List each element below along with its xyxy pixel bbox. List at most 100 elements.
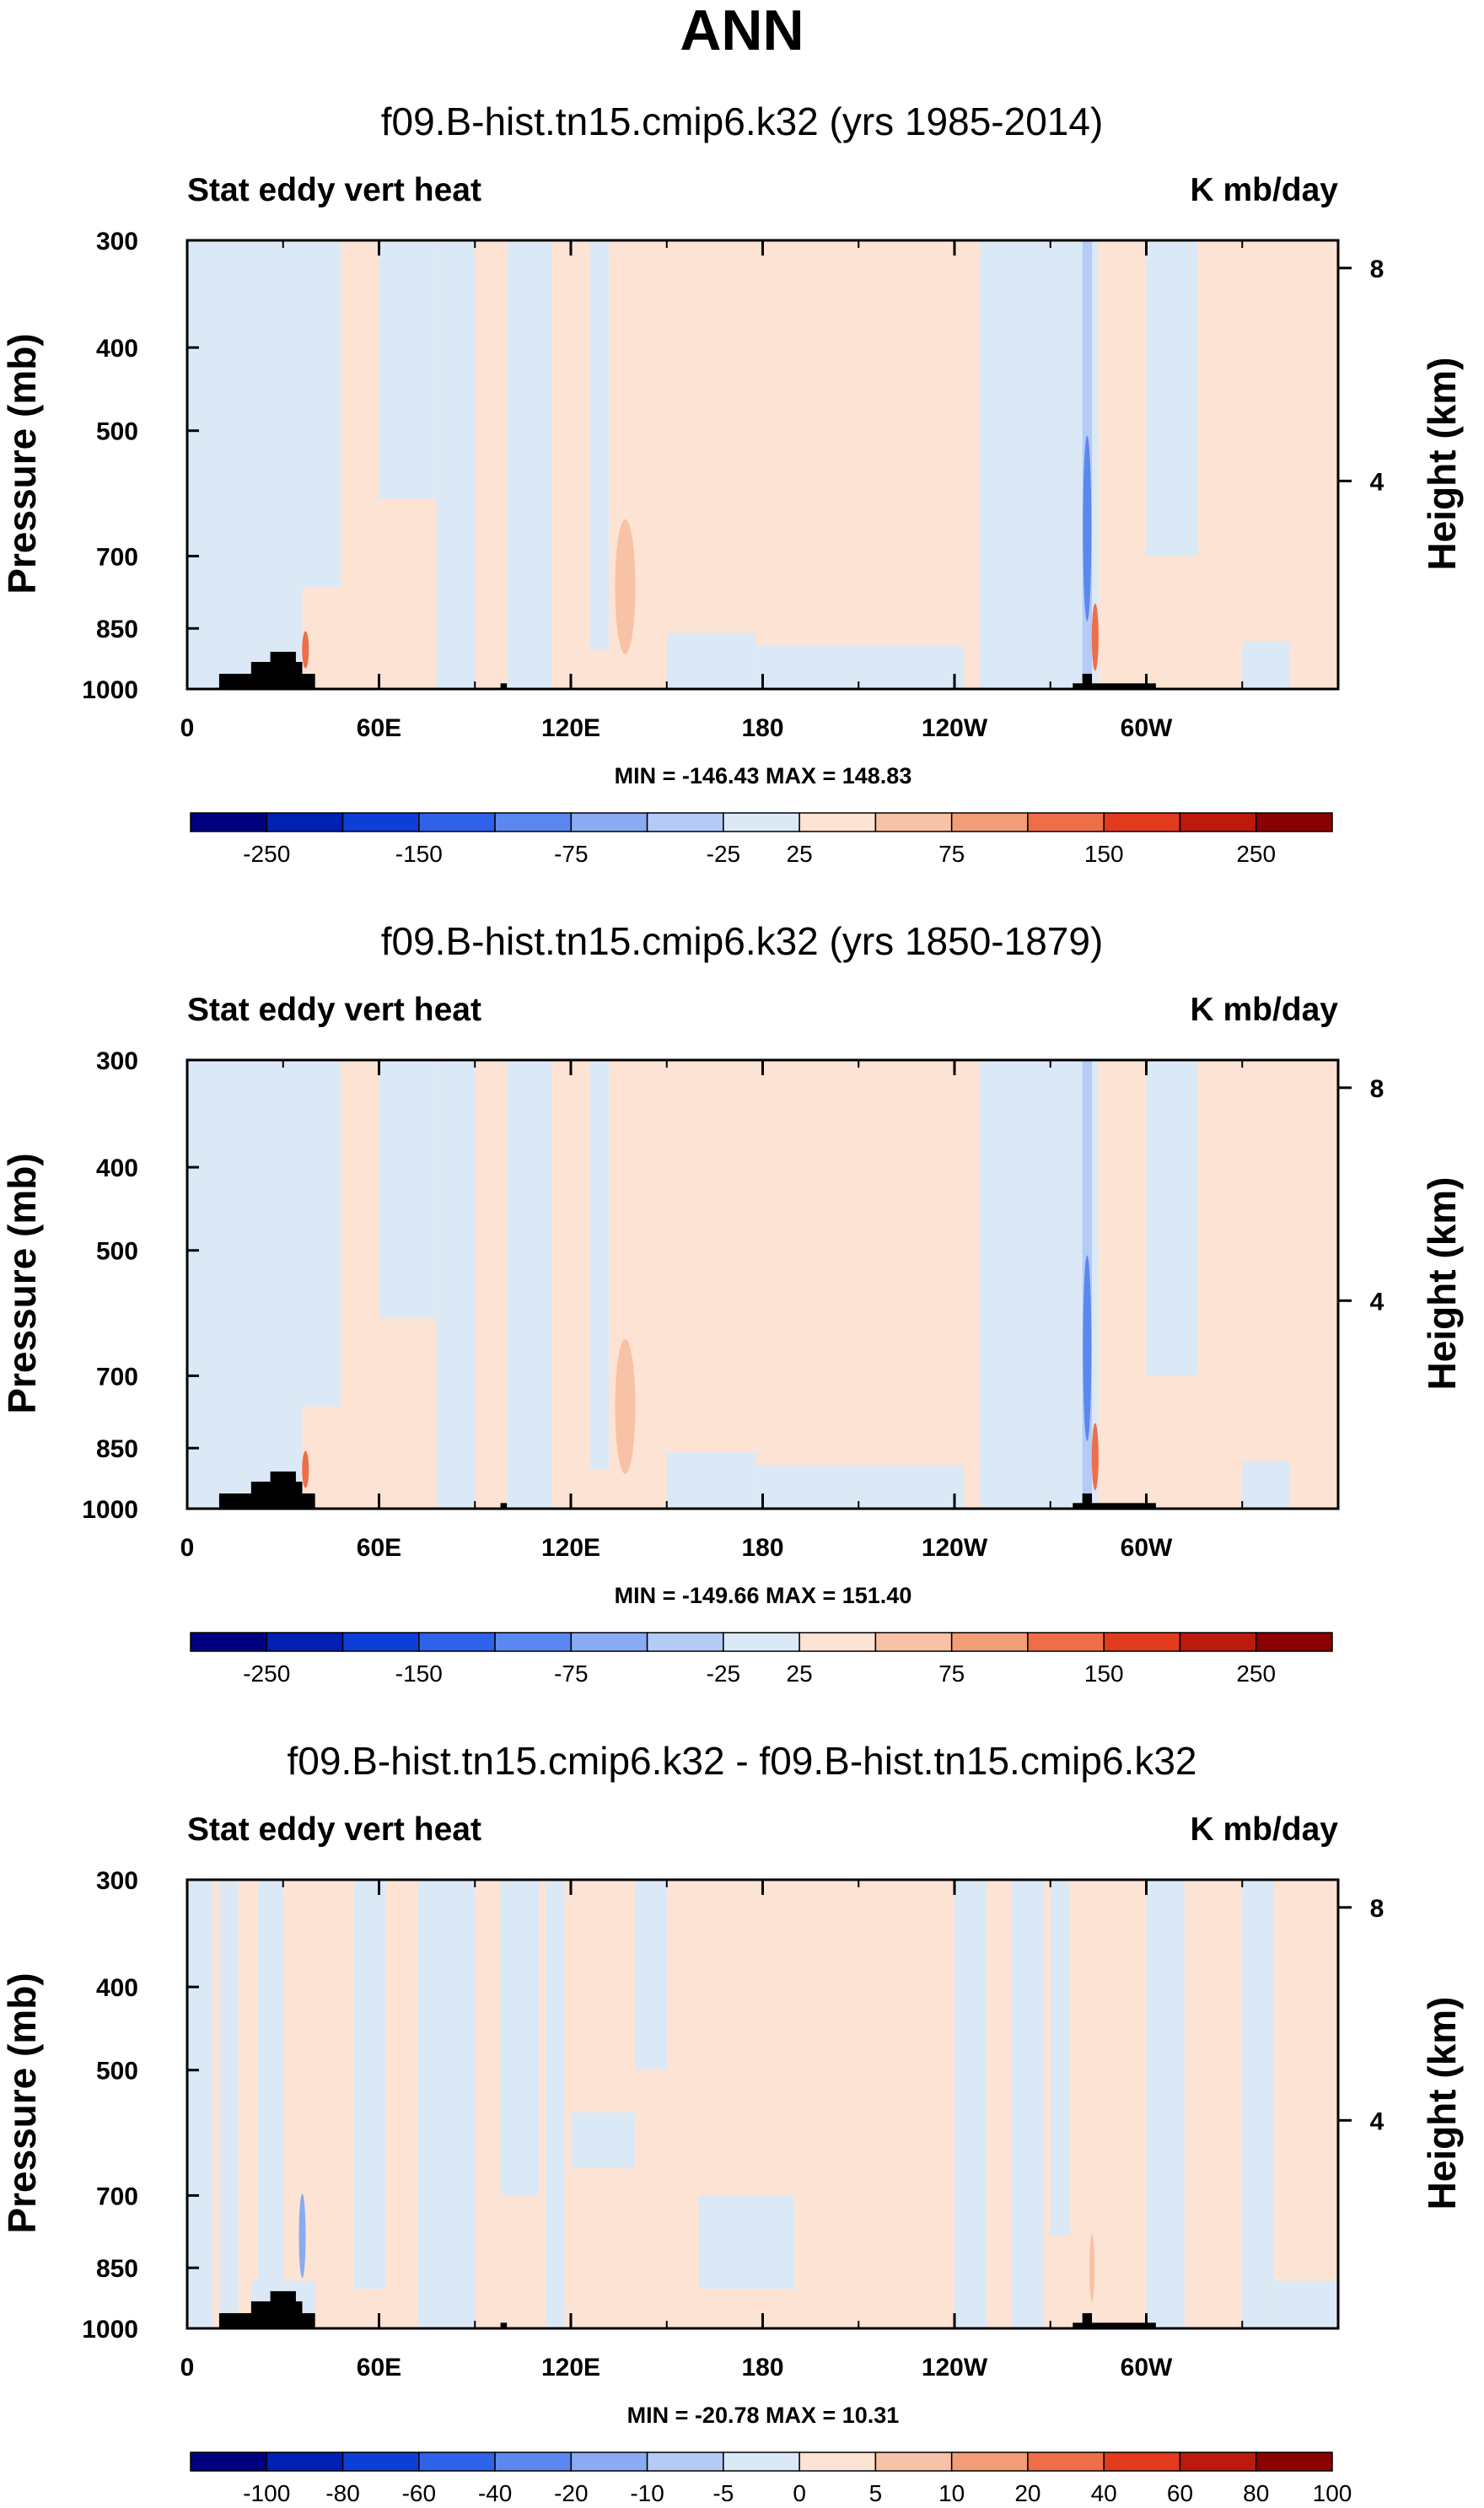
contour-field <box>187 1060 1338 1509</box>
right-tick-label: 4 <box>1370 1288 1385 1316</box>
x-tick-label: 60W <box>1121 2354 1173 2382</box>
negative-region <box>302 240 341 587</box>
contour-field <box>187 1880 1338 2328</box>
topography <box>1082 1493 1093 1509</box>
units-label: K mb/day <box>1190 992 1338 1028</box>
colorbar-label: 75 <box>938 1660 965 1687</box>
colorbar-box <box>418 1632 496 1652</box>
colorbar-box <box>418 2451 496 2472</box>
negative-region <box>589 240 610 650</box>
colorbar-label: -150 <box>395 841 443 867</box>
colorbar-box <box>798 2451 877 2472</box>
negative-region <box>187 1880 213 2328</box>
colorbar-box <box>1027 812 1105 832</box>
colorbar-box <box>494 812 573 832</box>
variable-label: Stat eddy vert heat <box>187 992 481 1028</box>
negative-region <box>666 1452 756 1509</box>
negative-region <box>755 1465 965 1509</box>
negative-region <box>1242 1461 1291 1509</box>
variable-label: Stat eddy vert heat <box>187 1811 481 1848</box>
x-tick-label: 120E <box>541 1534 600 1562</box>
y-tick-label: 850 <box>96 616 138 643</box>
colorbar-box <box>1179 2451 1257 2472</box>
y-tick-label: 500 <box>96 2058 138 2086</box>
topography <box>1073 2322 1156 2328</box>
negative-region <box>417 1880 476 2328</box>
x-tick-label: 120W <box>922 2354 988 2382</box>
main-title: ANN <box>680 0 804 62</box>
colorbar-box <box>266 1632 344 1652</box>
panel-title: f09.B-hist.tn15.cmip6.k32 (yrs 1985-2014… <box>381 100 1104 143</box>
colorbar-label: -60 <box>402 2480 436 2506</box>
x-tick-label: 180 <box>741 1534 783 1562</box>
right-tick-label: 8 <box>1370 1895 1385 1923</box>
topography <box>500 1503 508 1509</box>
colorbar-label: 20 <box>1014 2480 1040 2506</box>
colorbar-label: 25 <box>787 1660 813 1687</box>
y-tick-label: 700 <box>96 543 138 571</box>
colorbar-box <box>723 2451 800 2472</box>
panel-2: f09.B-hist.tn15.cmip6.k32 (yrs 1850-1879… <box>0 919 1464 1687</box>
colorbar-label: 0 <box>793 2480 806 2506</box>
negative-region <box>218 1880 239 2328</box>
colorbar-label: -20 <box>554 2480 588 2506</box>
colorbar-label: -150 <box>395 1660 443 1687</box>
x-tick-label: 120E <box>541 714 600 742</box>
colorbar-box <box>798 812 877 832</box>
x-tick-label: 180 <box>741 714 783 742</box>
colorbar-box <box>1103 2451 1181 2472</box>
negative-region <box>379 1060 437 1319</box>
negative-region <box>500 1880 540 2196</box>
colorbar-box <box>646 2451 724 2472</box>
colorbar-box <box>874 1632 953 1652</box>
colorbar-box <box>341 812 420 832</box>
right-tick-label: 8 <box>1370 256 1385 283</box>
colorbar-box <box>646 1632 724 1652</box>
colorbar-box <box>723 1632 800 1652</box>
colorbar-label: -100 <box>243 2480 290 2506</box>
topography <box>500 683 508 689</box>
colorbar-box <box>646 812 724 832</box>
colorbar-label: -75 <box>554 841 588 867</box>
colorbar-label: 100 <box>1313 2480 1352 2506</box>
negative-region <box>507 1060 552 1509</box>
colorbar-label: 150 <box>1084 1660 1124 1687</box>
topography <box>1082 2312 1093 2328</box>
right-axis-label: Height (km) <box>1420 1997 1464 2210</box>
colorbar-box <box>1179 1632 1257 1652</box>
negative-region <box>666 632 756 689</box>
colorbar-label: -75 <box>554 1660 588 1687</box>
y-tick-label: 400 <box>96 335 138 363</box>
y-tick-label: 300 <box>96 1867 138 1895</box>
colorbar-box <box>190 812 268 832</box>
negative-region <box>507 240 552 689</box>
x-tick-label: 120W <box>922 714 988 742</box>
y-axis-label: Pressure (mb) <box>0 333 44 594</box>
y-tick-label: 1000 <box>82 676 138 704</box>
positive-core <box>1089 2234 1095 2302</box>
y-tick-label: 1000 <box>82 2316 138 2344</box>
negative-region <box>698 2195 795 2290</box>
negative-region <box>436 1060 476 1509</box>
negative-region <box>1274 2280 1338 2328</box>
contour-field <box>187 240 1338 689</box>
colorbar-box <box>190 1632 268 1652</box>
negative-region <box>755 645 965 689</box>
colorbar-label: 250 <box>1236 1660 1276 1687</box>
min-max-label: MIN = -146.43 MAX = 148.83 <box>615 763 912 788</box>
colorbar-box <box>950 2451 1029 2472</box>
colorbar-box <box>723 812 800 832</box>
negative-region <box>1012 1880 1045 2328</box>
negative-region <box>187 240 303 689</box>
colorbar-box <box>341 2451 420 2472</box>
x-tick-label: 120E <box>541 2354 600 2382</box>
colorbar-box <box>1103 812 1181 832</box>
right-tick-label: 4 <box>1370 2107 1385 2135</box>
positive-core <box>615 519 636 654</box>
colorbar-box <box>341 1632 420 1652</box>
y-tick-label: 850 <box>96 1435 138 1463</box>
y-tick-label: 300 <box>96 1047 138 1075</box>
topography <box>1082 673 1093 689</box>
y-tick-label: 700 <box>96 2182 138 2210</box>
colorbar-label: -25 <box>707 1660 740 1687</box>
